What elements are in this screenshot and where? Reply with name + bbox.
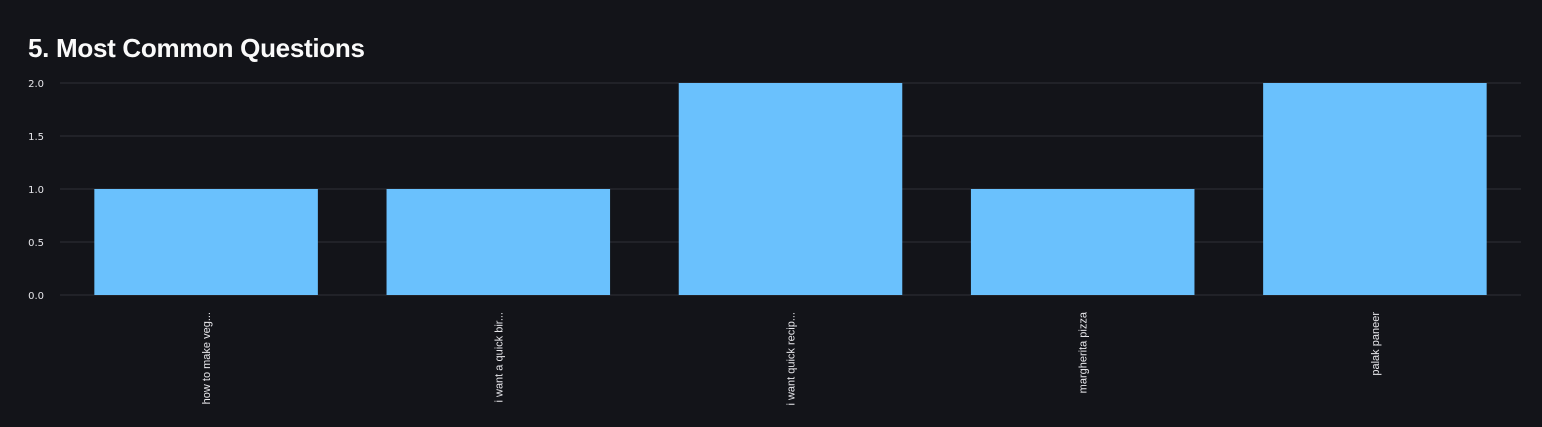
- x-tick-label: i want a quick bir...: [493, 312, 505, 403]
- x-axis-labels: how to make veg... i want a quick bir... i…: [201, 311, 1382, 405]
- y-tick-label: 2.0: [28, 79, 44, 90]
- bar[interactable]: [94, 189, 318, 295]
- y-tick-label: 0.5: [28, 238, 44, 249]
- bar[interactable]: [970, 189, 1195, 295]
- x-tick-label: palak paneer: [1370, 312, 1382, 376]
- x-tick-label: how to make veg...: [201, 312, 213, 404]
- x-tick-label: i want quick recip...: [786, 312, 798, 406]
- bar[interactable]: [386, 189, 611, 295]
- section-title: 5. Most Common Questions: [28, 33, 365, 63]
- y-tick-label: 0.0: [28, 291, 44, 302]
- y-axis-ticks: 0.0 0.5 1.0 1.5 2.0: [28, 79, 44, 302]
- bar[interactable]: [1263, 83, 1487, 295]
- x-tick-label: margherita pizza: [1078, 311, 1090, 393]
- bar[interactable]: [678, 83, 903, 295]
- y-tick-label: 1.5: [28, 132, 44, 143]
- bars: [94, 83, 1487, 295]
- y-tick-label: 1.0: [28, 185, 44, 196]
